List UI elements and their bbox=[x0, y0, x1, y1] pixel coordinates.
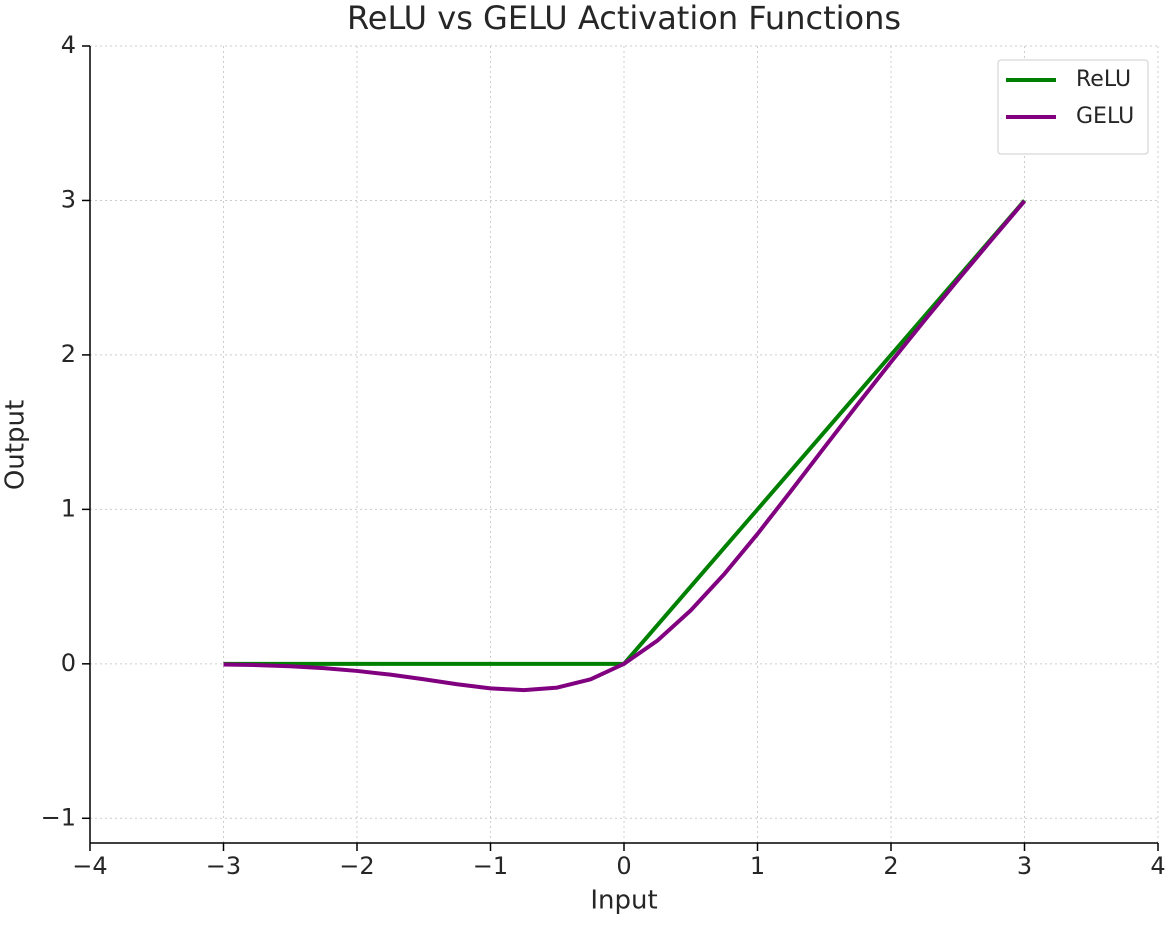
x-axis-label: Input bbox=[590, 886, 657, 916]
x-tick-label: −4 bbox=[72, 852, 107, 880]
x-tick-label: −2 bbox=[339, 852, 374, 880]
y-tick-label: −1 bbox=[41, 803, 76, 831]
y-tick-label: 4 bbox=[61, 31, 76, 59]
x-tick-label: −1 bbox=[473, 852, 508, 880]
legend-box bbox=[997, 59, 1149, 155]
y-axis-label: Output bbox=[1, 400, 31, 490]
x-tick-label: −3 bbox=[206, 852, 241, 880]
y-tick-label: 3 bbox=[61, 185, 76, 213]
chart-title: ReLU vs GELU Activation Functions bbox=[347, 0, 901, 37]
y-tick-label: 2 bbox=[61, 340, 76, 368]
x-tick-label: 4 bbox=[1150, 852, 1165, 880]
y-tick-label: 1 bbox=[61, 494, 76, 522]
series-line bbox=[223, 199, 1027, 693]
x-tick-label: 1 bbox=[750, 852, 765, 880]
x-tick-label: 3 bbox=[1017, 852, 1032, 880]
x-tick-label: 0 bbox=[616, 852, 631, 880]
y-tick-label: 0 bbox=[61, 649, 76, 677]
legend-label: ReLU bbox=[1076, 67, 1131, 92]
x-tick-label: 2 bbox=[883, 852, 898, 880]
legend-label: GELU bbox=[1076, 104, 1134, 129]
